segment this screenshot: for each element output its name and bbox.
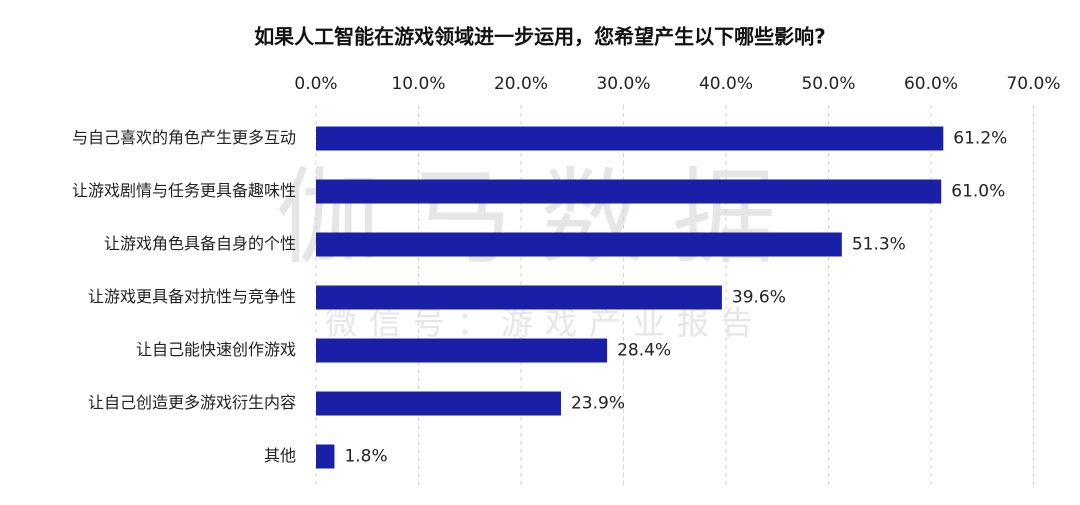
bar bbox=[316, 126, 944, 151]
value-label: 23.9% bbox=[571, 394, 625, 414]
watermark: 伽马数据 bbox=[276, 156, 804, 278]
y-tick-label: 让游戏剧情与任务更具备趣味性 bbox=[72, 181, 296, 200]
value-label: 1.8% bbox=[344, 447, 387, 467]
bar bbox=[316, 338, 608, 363]
x-tick-label: 40.0% bbox=[699, 74, 753, 94]
x-tick-label: 30.0% bbox=[596, 74, 650, 94]
x-tick-label: 70.0% bbox=[1006, 74, 1060, 94]
y-tick-label: 让自己能快速创作游戏 bbox=[136, 340, 296, 359]
bar bbox=[316, 232, 842, 257]
watermark-subtitle: 微信号：游戏产业报告 bbox=[325, 304, 765, 342]
bar bbox=[316, 285, 722, 310]
y-tick-label: 让游戏角色具备自身的个性 bbox=[104, 234, 296, 253]
x-tick-label: 20.0% bbox=[494, 74, 548, 94]
x-tick-label: 50.0% bbox=[801, 74, 855, 94]
y-tick-label: 让游戏更具备对抗性与竞争性 bbox=[88, 287, 296, 306]
value-label: 51.3% bbox=[852, 235, 906, 255]
y-tick-label: 让自己创造更多游戏衍生内容 bbox=[88, 393, 296, 412]
x-tick-label: 0.0% bbox=[294, 74, 337, 94]
bar bbox=[316, 444, 335, 469]
value-label: 61.2% bbox=[953, 129, 1007, 149]
value-label: 28.4% bbox=[617, 341, 671, 361]
x-tick-label: 60.0% bbox=[904, 74, 958, 94]
chart-title: 如果人工智能在游戏领域进一步运用，您希望产生以下哪些影响? bbox=[254, 25, 826, 49]
y-tick-label: 与自己喜欢的角色产生更多互动 bbox=[72, 128, 296, 147]
bar bbox=[316, 391, 561, 416]
value-label: 61.0% bbox=[951, 182, 1005, 202]
x-tick-label: 10.0% bbox=[391, 74, 445, 94]
y-tick-label: 其他 bbox=[264, 446, 296, 465]
value-label: 39.6% bbox=[732, 288, 786, 308]
bar bbox=[316, 179, 942, 204]
